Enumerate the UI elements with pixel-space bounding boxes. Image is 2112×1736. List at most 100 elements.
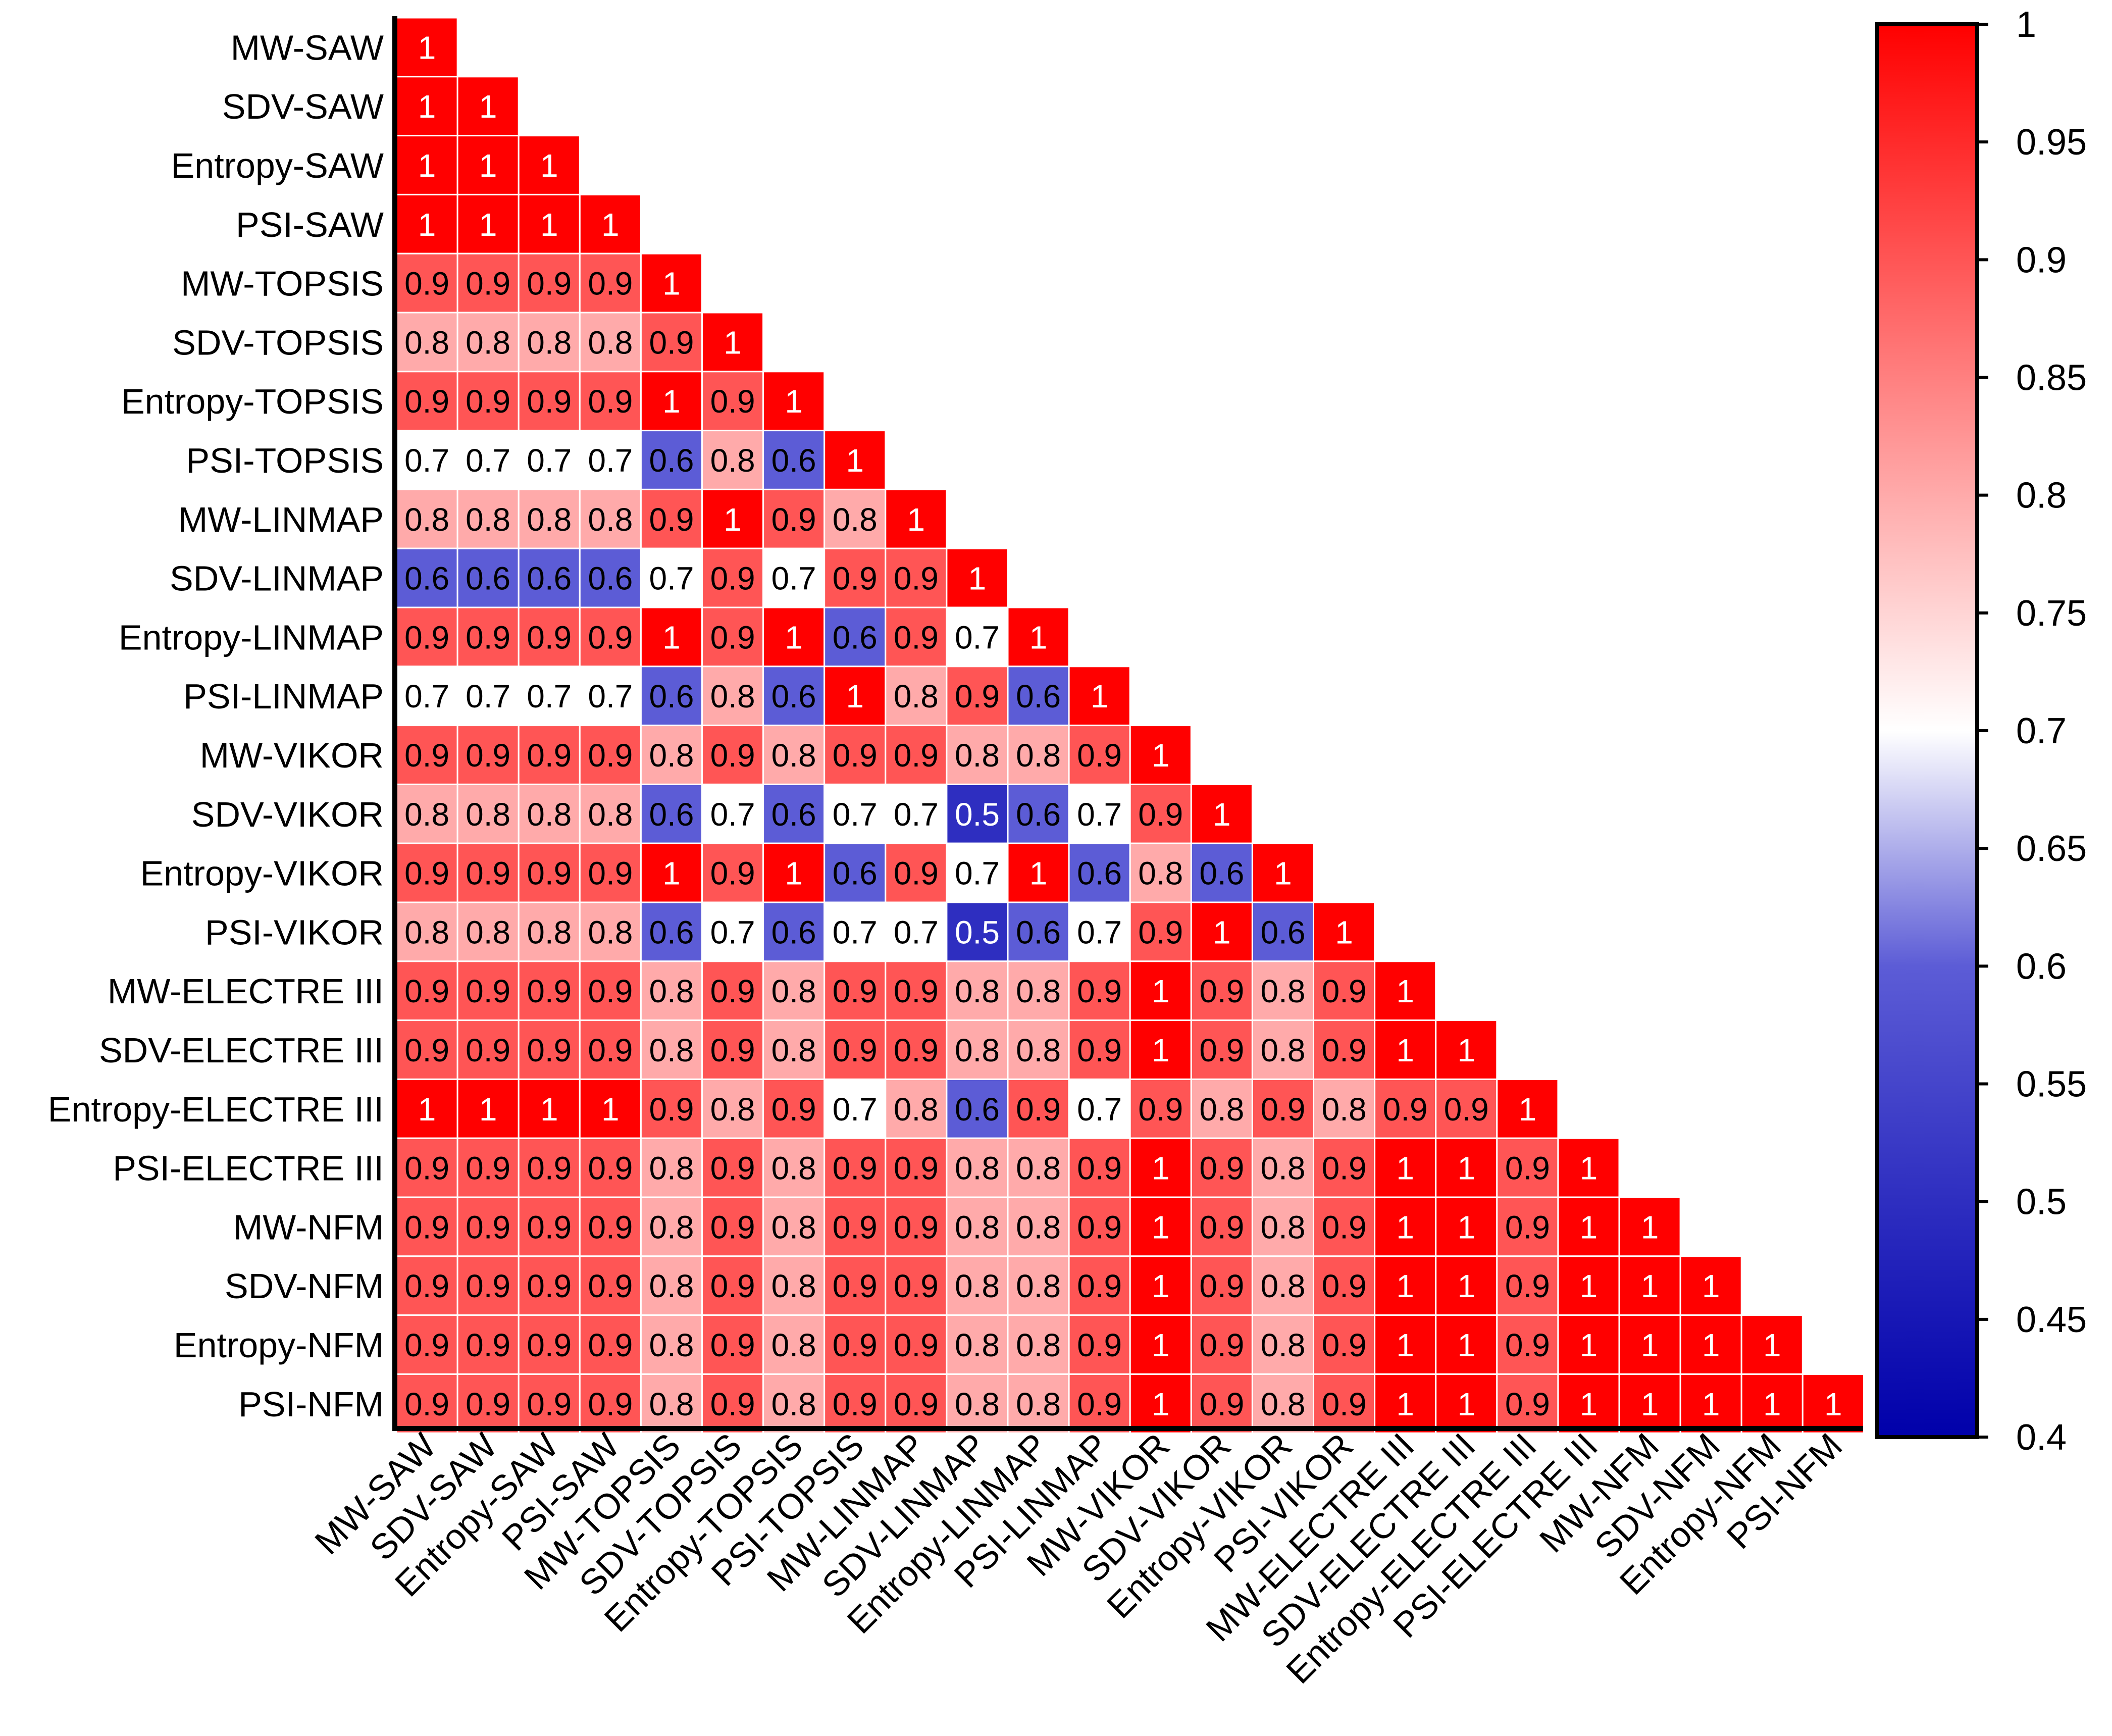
cell-value-label: 0.9 <box>588 737 633 774</box>
cell-value-label: 0.6 <box>771 796 816 833</box>
cell-value-label: 0.8 <box>649 1386 694 1422</box>
heatmap-cell <box>762 1314 826 1375</box>
heatmap-cell <box>518 1255 581 1316</box>
cell-value-label: 0.9 <box>1138 1091 1183 1128</box>
cell-value-label: 0.8 <box>771 1209 816 1245</box>
cell-value-label: 0.8 <box>649 1268 694 1304</box>
heatmap-cell <box>1313 1078 1376 1139</box>
cell-value-label: 0.9 <box>833 1327 878 1363</box>
cell-value-label: 0.7 <box>955 855 1000 892</box>
cell-value-label: 1 <box>1213 914 1231 950</box>
row-tick-label: MW-NFM <box>233 1207 384 1247</box>
cell-value-label: 0.8 <box>1016 1032 1061 1068</box>
cell-value-label: 0.7 <box>588 678 633 714</box>
cell-value-label: 0.8 <box>1016 1150 1061 1187</box>
cell-value-label: 0.8 <box>1260 1268 1305 1304</box>
cell-value-label: 0.8 <box>1016 1327 1061 1363</box>
heatmap-cell <box>1068 1137 1131 1198</box>
row-tick-label: SDV-SAW <box>222 87 384 126</box>
heatmap-cell <box>1618 1255 1681 1316</box>
cell-value-label: 0.9 <box>833 1268 878 1304</box>
cell-value-label: 0.9 <box>527 1032 572 1068</box>
cell-value-label: 0.9 <box>404 855 449 892</box>
heatmap-cell <box>395 901 458 962</box>
row-tick-label: PSI-VIKOR <box>205 912 384 952</box>
cell-value-label: 1 <box>785 383 803 420</box>
cell-value-label: 1 <box>1580 1386 1598 1422</box>
cell-value-label: 0.7 <box>1077 796 1122 833</box>
cell-value-label: 0.9 <box>1077 1386 1122 1422</box>
heatmap-cell <box>823 430 887 490</box>
cell-value-label: 0.9 <box>710 383 755 420</box>
cell-value-label: 0.9 <box>1138 914 1183 950</box>
heatmap-cell <box>762 1137 826 1198</box>
cell-value-label: 0.8 <box>649 1150 694 1187</box>
cell-value-label: 0.8 <box>1260 973 1305 1009</box>
heatmap-cell <box>1374 1078 1437 1139</box>
heatmap-cell <box>885 960 948 1022</box>
cell-value-label: 1 <box>662 383 681 420</box>
heatmap-cell <box>518 1019 581 1080</box>
heatmap-cell <box>579 901 642 962</box>
cell-value-label: 0.9 <box>466 737 510 774</box>
heatmap-cell <box>456 960 520 1022</box>
cell-value-label: 0.7 <box>466 678 510 714</box>
heatmap-cell <box>823 1373 887 1434</box>
heatmap-cell <box>701 783 764 844</box>
colorbar-tick-label: 0.6 <box>2016 946 2067 987</box>
cell-value-label: 0.8 <box>771 1268 816 1304</box>
heatmap-cell <box>1557 1373 1620 1434</box>
heatmap-cell <box>395 666 458 727</box>
cell-value-label: 1 <box>1091 678 1109 714</box>
cell-value-label: 0.7 <box>833 914 878 950</box>
cell-value-label: 0.8 <box>649 737 694 774</box>
cell-value-label: 1 <box>1396 1268 1414 1304</box>
heatmap-cell <box>1007 666 1070 727</box>
cell-value-label: 0.9 <box>833 973 878 1009</box>
cell-value-label: 1 <box>1152 1386 1170 1422</box>
heatmap-cell <box>701 901 764 962</box>
cell-value-label: 0.9 <box>894 560 939 597</box>
cell-value-label: 1 <box>1152 1327 1170 1363</box>
cell-value-label: 0.9 <box>710 1209 755 1245</box>
cell-value-label: 1 <box>479 1091 497 1128</box>
row-tick-label: MW-TOPSIS <box>181 264 384 303</box>
cell-value-label: 1 <box>662 266 681 302</box>
heatmap-cell <box>885 547 948 608</box>
cell-value-label: 0.8 <box>771 1386 816 1422</box>
cell-value-label: 0.9 <box>527 383 572 420</box>
cell-value-label: 0.9 <box>588 855 633 892</box>
heatmap-cell <box>518 312 581 373</box>
cell-value-label: 0.9 <box>404 266 449 302</box>
heatmap-cell <box>701 488 764 549</box>
heatmap-cell <box>1435 1019 1498 1080</box>
cell-value-label: 0.9 <box>833 1386 878 1422</box>
cell-value-label: 0.7 <box>833 796 878 833</box>
heatmap-cell <box>762 1078 826 1139</box>
heatmap-cell <box>1190 783 1253 844</box>
heatmap-cell <box>1313 1255 1376 1316</box>
heatmap-cell <box>1496 1314 1559 1375</box>
cell-value-label: 1 <box>1457 1386 1475 1422</box>
cell-value-label: 0.9 <box>710 1150 755 1187</box>
heatmap-cell <box>456 252 520 314</box>
cell-value-label: 0.9 <box>404 1268 449 1304</box>
row-tick-label: PSI-SAW <box>236 205 384 244</box>
cell-value-label: 0.8 <box>466 796 510 833</box>
cell-value-label: 0.9 <box>1322 1209 1367 1245</box>
cell-value-label: 0.9 <box>527 737 572 774</box>
heatmap-cell <box>1496 1196 1559 1257</box>
cell-value-label: 0.9 <box>649 324 694 361</box>
cell-value-label: 0.9 <box>466 1150 510 1187</box>
cell-value-label: 0.7 <box>1077 914 1122 950</box>
cell-value-label: 0.9 <box>894 855 939 892</box>
cell-value-label: 1 <box>1396 973 1414 1009</box>
cell-value-label: 0.9 <box>527 1150 572 1187</box>
heatmap-cell <box>1190 960 1253 1022</box>
heatmap-cell <box>518 1314 581 1375</box>
cell-value-label: 0.9 <box>466 1268 510 1304</box>
heatmap-axes <box>392 16 1863 1431</box>
cell-value-label: 1 <box>1152 737 1170 774</box>
cell-value-label: 0.9 <box>1505 1268 1550 1304</box>
cell-value-label: 1 <box>1152 1209 1170 1245</box>
